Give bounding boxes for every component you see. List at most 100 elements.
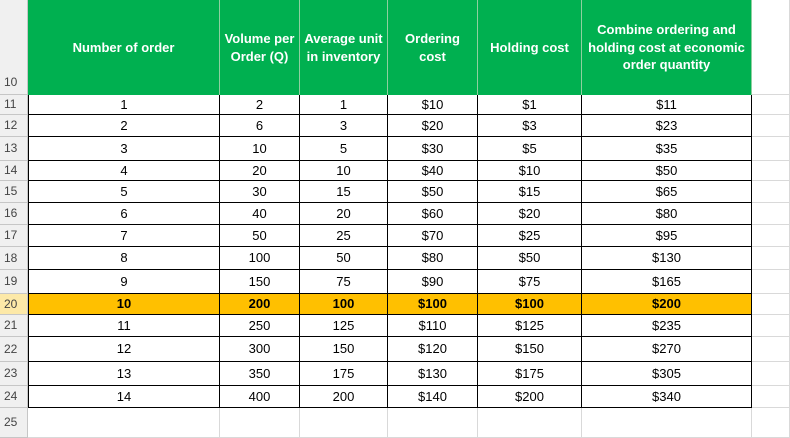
table-cell: 200	[300, 386, 388, 408]
empty-cell	[752, 115, 790, 137]
table-cell: 2	[28, 115, 220, 137]
table-cell: 75	[300, 270, 388, 294]
table-cell: 5	[300, 137, 388, 161]
table-cell: $100	[478, 294, 582, 315]
table-cell: $80	[388, 247, 478, 270]
row-header: 25	[0, 408, 28, 438]
table-cell: 3	[300, 115, 388, 137]
table-cell: $50	[478, 247, 582, 270]
table-cell: 50	[300, 247, 388, 270]
table-cell: 6	[28, 203, 220, 225]
table-cell: $50	[582, 161, 752, 181]
row-header: 11	[0, 95, 28, 115]
empty-cell	[752, 203, 790, 225]
row-header: 18	[0, 247, 28, 270]
table-cell: $270	[582, 337, 752, 362]
table-cell: $1	[478, 95, 582, 115]
table-cell: 250	[220, 315, 300, 337]
table-cell: 10	[28, 294, 220, 315]
table-cell: $90	[388, 270, 478, 294]
table-cell: $130	[582, 247, 752, 270]
header-cell: Average unit in inventory	[300, 0, 388, 95]
empty-cell	[752, 161, 790, 181]
table-cell: 7	[28, 225, 220, 247]
row-header: 22	[0, 337, 28, 362]
row-header: 13	[0, 137, 28, 161]
table-cell: 5	[28, 181, 220, 203]
row-header: 21	[0, 315, 28, 337]
table-cell: 400	[220, 386, 300, 408]
empty-cell	[752, 247, 790, 270]
table-cell: $25	[478, 225, 582, 247]
empty-cell	[752, 95, 790, 115]
empty-cell	[752, 181, 790, 203]
table-cell: 9	[28, 270, 220, 294]
empty-cell	[752, 225, 790, 247]
table-cell: 10	[220, 137, 300, 161]
table-cell: 1	[300, 95, 388, 115]
table-cell: $125	[478, 315, 582, 337]
table-cell: $200	[582, 294, 752, 315]
table-cell: $65	[582, 181, 752, 203]
table-cell: $50	[388, 181, 478, 203]
table-cell: $35	[582, 137, 752, 161]
row-header: 14	[0, 161, 28, 181]
row-header: 10	[0, 0, 28, 95]
table-cell: $120	[388, 337, 478, 362]
table-cell: 3	[28, 137, 220, 161]
header-cell: Combine ordering and holding cost at eco…	[582, 0, 752, 95]
table-cell: $30	[388, 137, 478, 161]
row-header: 16	[0, 203, 28, 225]
table-cell: $15	[478, 181, 582, 203]
header-cell: Volume per Order (Q)	[220, 0, 300, 95]
table-cell: $75	[478, 270, 582, 294]
row-header: 19	[0, 270, 28, 294]
empty-cell	[752, 0, 790, 95]
table-cell: $175	[478, 362, 582, 386]
table-cell: $10	[388, 95, 478, 115]
table-cell: 13	[28, 362, 220, 386]
empty-cell	[752, 294, 790, 315]
row-header: 23	[0, 362, 28, 386]
empty-cell	[752, 315, 790, 337]
empty-cell	[752, 270, 790, 294]
empty-cell	[300, 408, 388, 438]
table-cell: 8	[28, 247, 220, 270]
header-cell: Ordering cost	[388, 0, 478, 95]
table-cell: 200	[220, 294, 300, 315]
table-cell: $23	[582, 115, 752, 137]
table-cell: $95	[582, 225, 752, 247]
table-cell: 100	[300, 294, 388, 315]
table-cell: $150	[478, 337, 582, 362]
table-cell: 50	[220, 225, 300, 247]
table-cell: 25	[300, 225, 388, 247]
table-cell: $5	[478, 137, 582, 161]
empty-cell	[752, 137, 790, 161]
table-cell: 2	[220, 95, 300, 115]
header-cell: Holding cost	[478, 0, 582, 95]
table-cell: 10	[300, 161, 388, 181]
table-cell: 350	[220, 362, 300, 386]
table-cell: $305	[582, 362, 752, 386]
table-cell: 30	[220, 181, 300, 203]
row-header: 24	[0, 386, 28, 408]
empty-cell	[478, 408, 582, 438]
table-cell: $3	[478, 115, 582, 137]
table-cell: $235	[582, 315, 752, 337]
table-cell: 20	[220, 161, 300, 181]
table-cell: $40	[388, 161, 478, 181]
empty-cell	[752, 362, 790, 386]
table-cell: $10	[478, 161, 582, 181]
table-cell: $110	[388, 315, 478, 337]
empty-cell	[752, 408, 790, 438]
table-cell: 150	[220, 270, 300, 294]
table-cell: 20	[300, 203, 388, 225]
empty-cell	[582, 408, 752, 438]
table-cell: 15	[300, 181, 388, 203]
empty-cell	[752, 337, 790, 362]
empty-cell	[752, 386, 790, 408]
table-cell: $11	[582, 95, 752, 115]
table-cell: 11	[28, 315, 220, 337]
table-cell: $140	[388, 386, 478, 408]
